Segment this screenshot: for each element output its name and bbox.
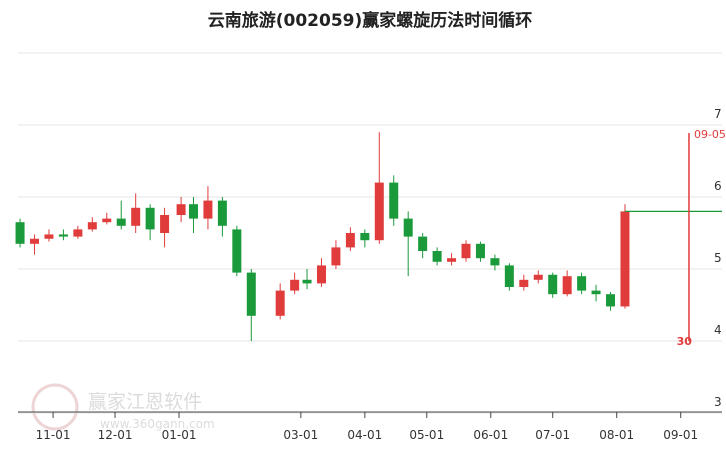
candle-body <box>316 265 326 284</box>
x-tick-label: 03-01 <box>283 428 318 442</box>
candle-body <box>548 274 558 295</box>
candle-body <box>203 200 213 219</box>
candle-body <box>87 222 97 230</box>
candle-body <box>131 207 141 226</box>
candle-body <box>15 222 25 244</box>
chart-title: 云南旅游(002059)赢家螺旋历法时间循环 <box>208 10 533 31</box>
candle-body <box>461 243 471 259</box>
y-tick-label: 7 <box>714 107 722 121</box>
candle-body <box>246 272 256 316</box>
x-tick-label: 01-01 <box>162 428 197 442</box>
candle-body <box>345 233 355 248</box>
candle-body <box>504 265 514 287</box>
candle-body <box>432 251 442 262</box>
x-tick-label: 07-01 <box>535 428 570 442</box>
candle-body <box>188 204 198 219</box>
candle-body <box>562 276 572 295</box>
candle-body <box>577 276 587 291</box>
candle-body <box>145 207 155 230</box>
x-tick-label: 05-01 <box>409 428 444 442</box>
candle-body <box>30 238 40 244</box>
candle-body <box>232 229 242 273</box>
watermark: 赢家江恩软件 www.360gann.com <box>31 383 215 431</box>
candle-body <box>302 279 312 284</box>
candle-body <box>217 200 227 226</box>
candle-body <box>389 182 399 219</box>
watermark-url: www.360gann.com <box>100 417 215 431</box>
x-tick-label: 08-01 <box>599 428 634 442</box>
candle-body <box>620 211 630 307</box>
candle-body <box>290 279 300 291</box>
watermark-text: 赢家江恩软件 <box>88 391 202 413</box>
candle-body <box>58 234 68 237</box>
candle-body <box>447 258 457 262</box>
candle-body <box>374 182 384 241</box>
candle-body <box>418 236 428 251</box>
y-tick-label: 5 <box>714 251 722 265</box>
candle-body <box>102 218 112 223</box>
candle-body <box>176 204 186 215</box>
y-tick-label: 3 <box>714 395 722 409</box>
candle-body <box>331 247 341 266</box>
x-tick-label: 04-01 <box>347 428 382 442</box>
y-tick-label: 6 <box>714 179 722 193</box>
candle-body <box>44 234 54 239</box>
x-tick-label: 11-01 <box>36 428 71 442</box>
candle-body <box>403 218 413 237</box>
x-tick-label: 12-01 <box>98 428 133 442</box>
candle-body <box>475 243 485 259</box>
watermark-logo <box>31 383 79 431</box>
candle-body <box>606 294 616 307</box>
candle-body <box>160 215 170 233</box>
candle-body <box>360 233 370 241</box>
candle-body <box>519 279 529 287</box>
cycle-date-label: 09-05 <box>694 128 726 141</box>
candle-body <box>533 274 543 280</box>
y-tick-label: 4 <box>714 323 722 337</box>
candle-body <box>116 218 126 226</box>
x-tick-label: 09-01 <box>663 428 698 442</box>
candle-body <box>490 258 500 266</box>
x-tick-label: 06-01 <box>473 428 508 442</box>
candle-body <box>591 290 601 295</box>
cycle-count-label: 30 <box>677 335 693 348</box>
candle-body <box>73 229 83 237</box>
candle-body <box>275 290 285 316</box>
